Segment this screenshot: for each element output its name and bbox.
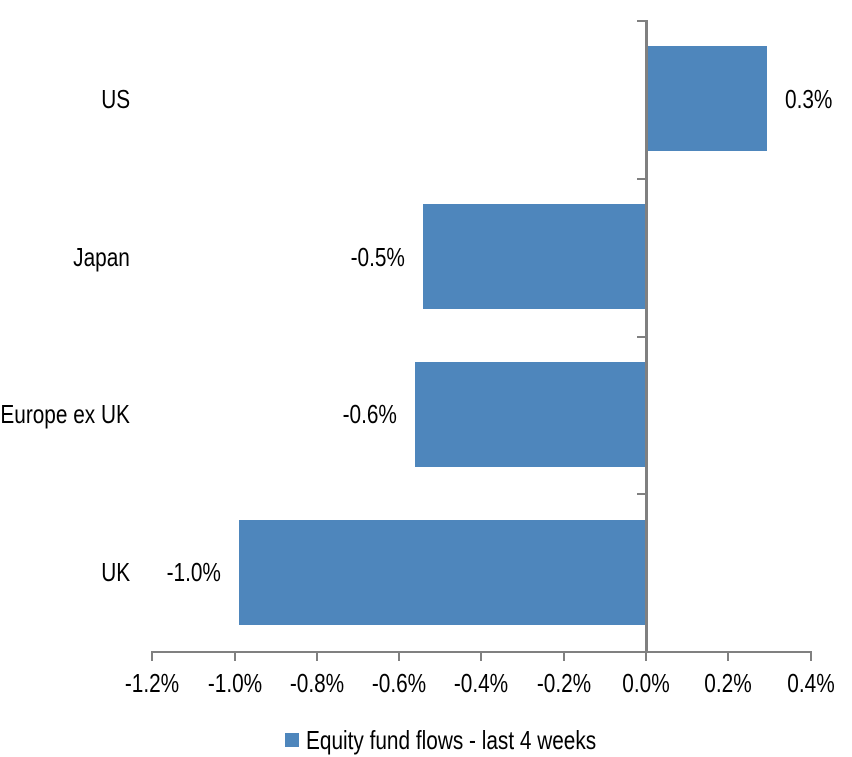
x-tick-label: -0.2% — [536, 668, 592, 698]
x-tick-label: 0.0% — [622, 668, 670, 698]
x-axis-tick — [727, 651, 729, 661]
x-axis-tick — [151, 651, 153, 661]
x-tick-label: 0.4% — [787, 668, 835, 698]
x-axis-tick — [480, 651, 482, 661]
value-axis-tick — [637, 20, 645, 22]
x-axis-tick — [398, 651, 400, 661]
value-axis-tick — [637, 178, 645, 180]
x-axis-tick — [645, 651, 647, 661]
bar — [415, 362, 646, 467]
bar — [648, 46, 767, 151]
value-axis-tick — [637, 493, 645, 495]
value-label: -0.6% — [342, 399, 397, 429]
bar — [239, 520, 646, 625]
category-label: Japan — [73, 242, 130, 272]
legend: Equity fund flows - last 4 weeks — [285, 727, 669, 753]
value-label: 0.3% — [785, 84, 833, 114]
x-tick-label: -0.6% — [371, 668, 427, 698]
x-axis-tick — [316, 651, 318, 661]
category-label: US — [101, 84, 130, 114]
x-tick-label: 0.2% — [704, 668, 752, 698]
category-label: UK — [101, 557, 130, 587]
value-axis-line — [645, 20, 648, 653]
x-tick-label: -1.0% — [207, 668, 263, 698]
x-tick-label: -1.2% — [124, 668, 180, 698]
legend-swatch — [285, 733, 299, 747]
value-axis-tick — [637, 336, 645, 338]
category-label: Europe ex UK — [0, 399, 131, 429]
x-tick-label: -0.8% — [289, 668, 345, 698]
x-axis-tick — [234, 651, 236, 661]
x-axis-tick — [810, 651, 812, 661]
value-label: -0.5% — [350, 242, 405, 272]
bar — [423, 204, 646, 309]
legend-label: Equity fund flows - last 4 weeks — [306, 725, 597, 755]
value-label: -1.0% — [166, 557, 221, 587]
x-axis-tick — [563, 651, 565, 661]
x-tick-label: -0.4% — [453, 668, 509, 698]
